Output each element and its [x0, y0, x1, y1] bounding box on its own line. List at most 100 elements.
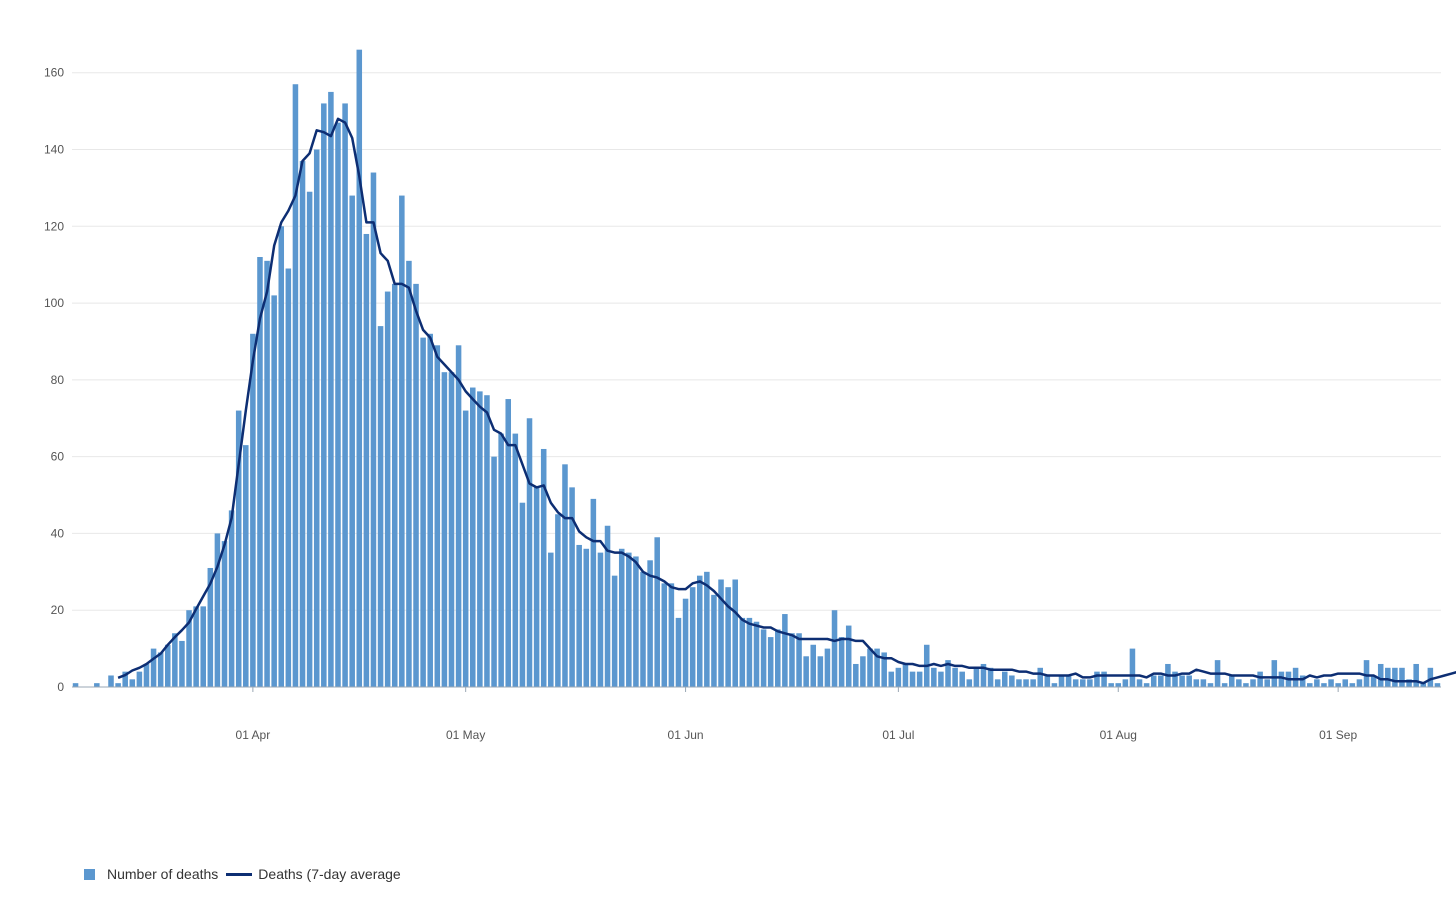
bar: [342, 103, 348, 687]
y-tick-label: 120: [44, 219, 64, 233]
bar: [1101, 671, 1107, 687]
bar: [434, 345, 441, 687]
bar: [1087, 679, 1093, 687]
bar: [1129, 648, 1136, 687]
bar: [1072, 679, 1079, 687]
bar: [618, 548, 625, 687]
bar: [1221, 683, 1228, 687]
bar: [1150, 675, 1157, 687]
legend-item-bars[interactable]: Number of deaths: [84, 866, 218, 882]
bar: [1257, 671, 1263, 687]
bar: [484, 395, 490, 687]
y-tick-label: 80: [51, 373, 65, 387]
bar: [172, 633, 178, 687]
bar: [512, 433, 519, 687]
bar: [831, 610, 838, 687]
bar: [257, 257, 263, 687]
bar: [881, 652, 887, 687]
bar: [775, 629, 781, 687]
line-series: [117, 117, 1456, 685]
bar: [959, 671, 965, 687]
bar: [867, 648, 873, 687]
y-tick-label: 20: [51, 603, 65, 617]
bar: [1342, 679, 1349, 687]
bar: [838, 637, 845, 687]
bar: [1193, 679, 1200, 687]
bar: [1030, 679, 1036, 687]
bar: [640, 571, 646, 687]
bar: [1420, 683, 1427, 687]
bar: [356, 49, 363, 687]
bar: [803, 656, 809, 687]
x-tick-label: 01 Jun: [668, 728, 704, 742]
bar: [1278, 671, 1285, 687]
bar: [1172, 671, 1178, 687]
bar: [888, 671, 895, 687]
bar: [1250, 679, 1256, 687]
x-tick-label: 01 Aug: [1100, 728, 1137, 742]
bar: [782, 614, 788, 687]
bar: [718, 579, 724, 687]
bar: [817, 656, 824, 687]
legend-item-line[interactable]: Deaths (7-day average: [226, 866, 401, 882]
bar: [590, 498, 597, 687]
bar: [1065, 675, 1072, 687]
bar: [1434, 683, 1441, 687]
bar: [271, 295, 277, 687]
bar: [115, 683, 121, 687]
bar: [1136, 679, 1143, 687]
bar: [1108, 683, 1114, 687]
bar: [235, 410, 242, 687]
bar: [491, 456, 497, 687]
bar: [569, 487, 575, 687]
bar: [420, 337, 426, 687]
bar: [626, 552, 632, 687]
bar: [370, 172, 377, 688]
bar: [441, 372, 448, 687]
legend: Number of deaths Deaths (7-day average: [84, 866, 409, 882]
bar: [725, 587, 731, 687]
bar: [72, 683, 79, 687]
bar: [853, 663, 859, 687]
bar: [909, 671, 916, 687]
bar: [533, 487, 540, 687]
bar: [796, 633, 802, 687]
bar: [1158, 675, 1164, 687]
axes: 0 20 40 60 80 100 120 140 160 01 Apr 01 May 01 Jun 0…: [44, 66, 1441, 742]
bar: [732, 579, 738, 687]
bar: [633, 556, 639, 687]
bar: [711, 594, 717, 687]
bar: [122, 671, 128, 687]
bar: [945, 660, 951, 687]
bar: [129, 679, 136, 687]
bar: [1044, 675, 1051, 687]
bar: [1037, 667, 1043, 687]
bar: [647, 560, 653, 687]
bar: [746, 617, 753, 687]
bar: [931, 667, 937, 687]
bar: [462, 410, 469, 687]
bar: [406, 260, 412, 687]
bar: [860, 656, 866, 687]
bar: [1314, 679, 1320, 687]
bar: [810, 644, 817, 687]
bar: [349, 195, 355, 688]
bar: [285, 268, 292, 687]
bar: [150, 648, 157, 687]
bar: [739, 617, 746, 687]
bar: [477, 391, 483, 687]
y-tick-label: 60: [51, 450, 65, 464]
bar: [455, 345, 462, 687]
bar: [526, 418, 533, 687]
bar: [200, 606, 206, 687]
y-tick-label: 0: [57, 680, 64, 694]
bar: [94, 683, 100, 687]
bar: [895, 667, 902, 687]
bar: [654, 537, 660, 687]
bar: [1406, 679, 1412, 687]
bar: [576, 544, 582, 687]
bar: [413, 283, 419, 687]
bar: [562, 464, 568, 687]
legend-bar-label: Number of deaths: [107, 866, 219, 882]
bar: [611, 575, 618, 687]
